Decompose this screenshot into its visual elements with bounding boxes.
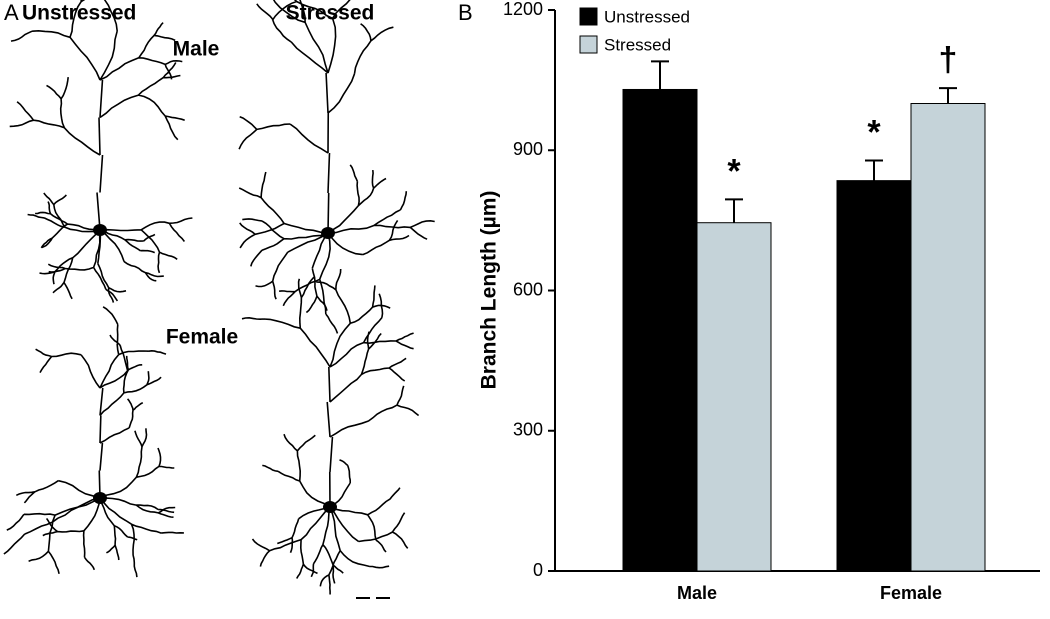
significance-marker: † — [939, 41, 958, 79]
neuron-drawings — [3, 0, 435, 595]
y-tick-label: 600 — [513, 279, 543, 299]
bar — [910, 103, 986, 572]
neuron-dendrites — [3, 306, 184, 578]
y-tick-label: 900 — [513, 139, 543, 159]
neuron-soma — [323, 501, 337, 513]
legend-swatch — [579, 7, 598, 26]
panel-label: B — [458, 0, 473, 25]
column-label: Unstressed — [22, 2, 136, 25]
y-tick-label: 1200 — [503, 0, 543, 19]
row-label: Male — [173, 38, 220, 61]
y-tick-label: 0 — [533, 560, 543, 580]
significance-marker: * — [867, 114, 881, 152]
bar — [836, 180, 912, 572]
bar — [696, 222, 772, 572]
panel-label: A — [4, 0, 19, 25]
x-tick-label: Female — [880, 583, 942, 603]
legend-label: Stressed — [604, 35, 671, 54]
row-label: Female — [166, 326, 238, 349]
y-axis-label: Branch Length (µm) — [478, 191, 501, 390]
legend-swatch — [579, 35, 598, 54]
y-tick-label: 300 — [513, 420, 543, 440]
column-label: Stressed — [286, 2, 375, 25]
neuron-soma — [93, 492, 107, 504]
neuron-soma — [93, 224, 107, 236]
significance-marker: * — [727, 152, 741, 190]
neuron-dendrites — [238, 0, 435, 334]
bar — [622, 88, 698, 572]
neuron-soma — [321, 227, 335, 239]
legend-label: Unstressed — [604, 7, 690, 26]
neuron-dendrites — [241, 268, 420, 595]
neuron-dendrites — [9, 0, 193, 303]
x-tick-label: Male — [677, 583, 717, 603]
